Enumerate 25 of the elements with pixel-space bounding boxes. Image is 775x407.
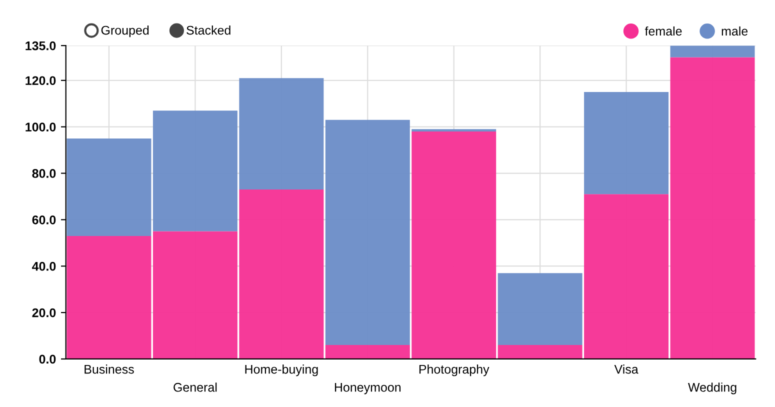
y-tick-label: 60.0 bbox=[32, 215, 56, 224]
y-tick-label: 135.0 bbox=[26, 41, 56, 50]
y-tick-label: 0.0 bbox=[39, 354, 56, 364]
x-tick-label: Business bbox=[84, 364, 134, 374]
y-tick-label: 40.0 bbox=[32, 262, 56, 271]
y-tick-label: 20.0 bbox=[32, 308, 56, 318]
text: Grouped bbox=[101, 26, 149, 38]
x-tick-label: General bbox=[174, 382, 217, 392]
legend-label: female bbox=[644, 26, 682, 36]
x-tick-label: Visa bbox=[614, 364, 638, 374]
bar bbox=[670, 57, 755, 359]
bar bbox=[670, 46, 755, 58]
text: Stacked bbox=[186, 26, 230, 35]
x-tick-label: Wedding bbox=[688, 382, 736, 394]
bar bbox=[584, 92, 669, 194]
y-tick-label: 100.0 bbox=[26, 122, 56, 132]
legend-label: male bbox=[722, 26, 748, 36]
bar bbox=[66, 236, 152, 359]
y-tick-label: 80.0 bbox=[32, 169, 56, 178]
x-tick-label: Honeymoon bbox=[334, 383, 401, 394]
x-tick-label: Home-buying bbox=[245, 364, 318, 376]
bar bbox=[498, 273, 582, 346]
x-tick-label: Photography bbox=[419, 364, 490, 376]
y-tick-label: 120.0 bbox=[26, 76, 56, 86]
bar bbox=[66, 138, 152, 236]
